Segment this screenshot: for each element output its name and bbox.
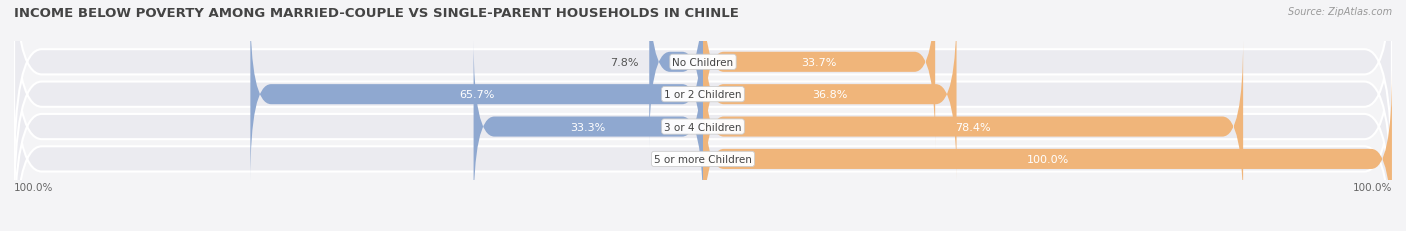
Text: 100.0%: 100.0% — [1026, 154, 1069, 164]
Text: 65.7%: 65.7% — [458, 90, 495, 100]
FancyBboxPatch shape — [474, 40, 703, 214]
FancyBboxPatch shape — [703, 40, 1243, 214]
FancyBboxPatch shape — [14, 0, 1392, 211]
FancyBboxPatch shape — [250, 8, 703, 182]
FancyBboxPatch shape — [14, 11, 1392, 231]
Text: 3 or 4 Children: 3 or 4 Children — [664, 122, 742, 132]
FancyBboxPatch shape — [703, 0, 935, 149]
Text: INCOME BELOW POVERTY AMONG MARRIED-COUPLE VS SINGLE-PARENT HOUSEHOLDS IN CHINLE: INCOME BELOW POVERTY AMONG MARRIED-COUPL… — [14, 7, 740, 20]
Text: 1 or 2 Children: 1 or 2 Children — [664, 90, 742, 100]
Text: 0.0%: 0.0% — [665, 154, 693, 164]
Text: No Children: No Children — [672, 58, 734, 67]
FancyBboxPatch shape — [14, 0, 1392, 179]
Text: Source: ZipAtlas.com: Source: ZipAtlas.com — [1288, 7, 1392, 17]
FancyBboxPatch shape — [650, 0, 703, 149]
Text: 7.8%: 7.8% — [610, 58, 638, 67]
Text: 33.7%: 33.7% — [801, 58, 837, 67]
FancyBboxPatch shape — [14, 43, 1392, 231]
Text: 78.4%: 78.4% — [955, 122, 991, 132]
Text: 33.3%: 33.3% — [571, 122, 606, 132]
FancyBboxPatch shape — [703, 73, 1392, 231]
Text: 36.8%: 36.8% — [813, 90, 848, 100]
Text: 5 or more Children: 5 or more Children — [654, 154, 752, 164]
Text: 100.0%: 100.0% — [14, 182, 53, 192]
FancyBboxPatch shape — [703, 8, 956, 182]
Text: 100.0%: 100.0% — [1353, 182, 1392, 192]
